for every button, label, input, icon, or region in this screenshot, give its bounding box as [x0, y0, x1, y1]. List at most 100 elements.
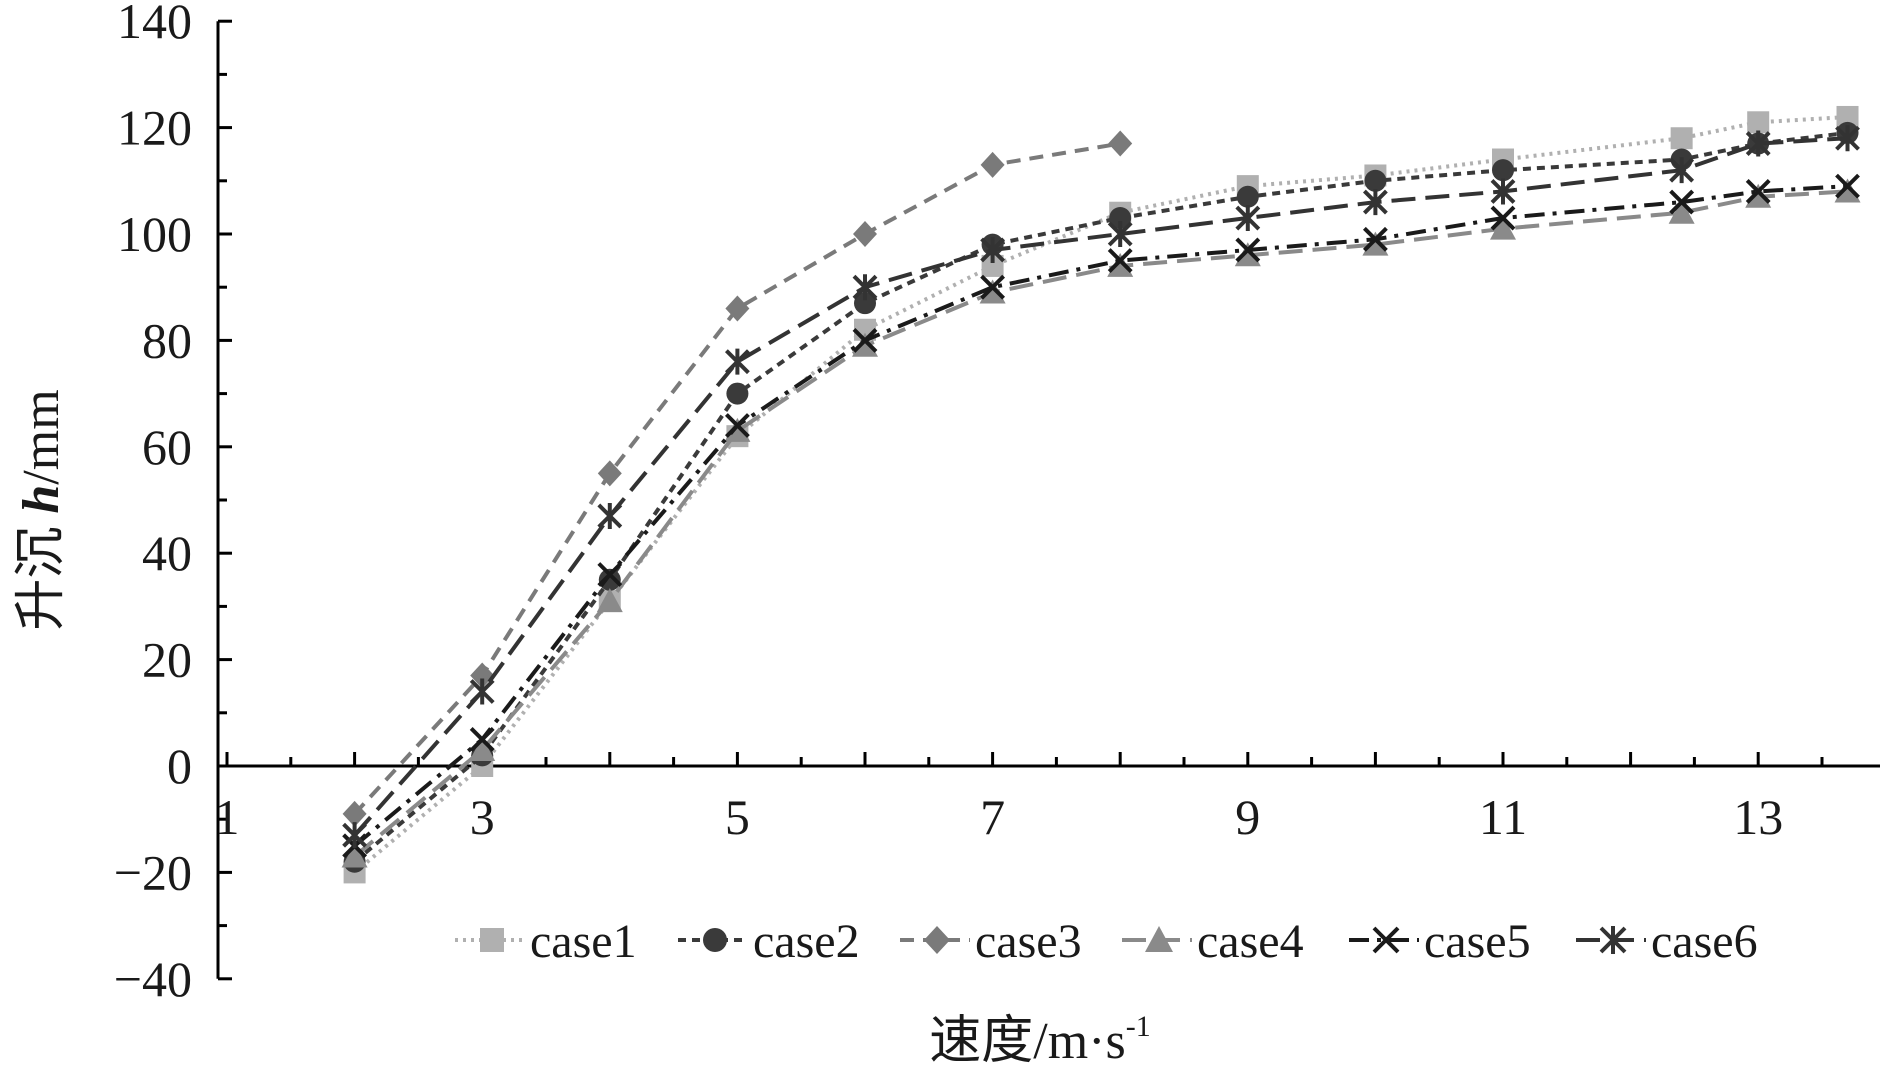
x-tick-label: 13 [1733, 789, 1783, 845]
case6-point [724, 348, 750, 375]
legend-item-case3: case3 [900, 915, 1082, 968]
series-case3 [342, 130, 1133, 827]
x-tick-label: 7 [980, 789, 1005, 845]
case4-point [724, 417, 751, 442]
case1-point [1747, 111, 1770, 134]
case3-point [1108, 130, 1133, 157]
case3-point [725, 295, 750, 322]
case4-point [1234, 242, 1261, 267]
legend: case1 case2 case3 case4 case5 case6 [455, 915, 1758, 968]
y-tick-label: 120 [117, 100, 192, 156]
case4-point [341, 843, 368, 868]
case3-point [853, 221, 877, 247]
case3-point [597, 460, 622, 487]
case3-point [342, 800, 367, 827]
case6-point [1745, 130, 1771, 157]
legend-item-case2: case2 [678, 915, 860, 968]
case4-point [979, 279, 1006, 304]
legend-swatch-marker [480, 928, 504, 952]
y-axis-label-var: h [13, 485, 70, 514]
case1-line [353, 115, 1848, 874]
case1-point [1670, 127, 1693, 150]
case5-point [1835, 173, 1860, 199]
case6-point [342, 822, 368, 849]
case5-point [469, 726, 495, 752]
x-tick-label: 5 [725, 789, 750, 845]
case6-line [353, 136, 1848, 837]
case6-point [1669, 157, 1695, 184]
case6-point [852, 274, 878, 301]
case2-point [726, 382, 749, 405]
case5-point [852, 327, 878, 353]
y-axis-label: 升沉 h/mm [13, 389, 70, 630]
legend-label: case3 [975, 915, 1082, 968]
series-case4 [341, 178, 1861, 868]
case6-point [1835, 125, 1860, 152]
case4-point [596, 588, 623, 613]
case2-point [1236, 185, 1259, 208]
case2-point [1492, 159, 1514, 182]
legend-item-case1: case1 [455, 915, 637, 968]
case5-point [1107, 248, 1133, 274]
case3-point [470, 662, 495, 689]
case3-point [980, 151, 1005, 178]
x-tick-label: 11 [1479, 789, 1527, 845]
case1-point [1836, 105, 1859, 128]
legend-label: case5 [1424, 915, 1531, 968]
legend-label: case2 [753, 915, 860, 968]
case5-line [353, 184, 1848, 848]
case5-point [980, 274, 1006, 300]
case4-point [469, 737, 496, 762]
series-layer [341, 105, 1861, 884]
case6-point [1235, 205, 1261, 232]
legend-label: case1 [530, 915, 637, 968]
x-tick-label: 1 [215, 789, 240, 845]
x-axis-label-sup: -1 [1126, 1010, 1151, 1043]
legend-swatch-marker [1145, 926, 1173, 952]
y-tick-label: 100 [117, 206, 192, 262]
y-axis-label-suffix: /mm [13, 389, 70, 484]
y-tick-label: −40 [114, 951, 192, 1007]
x-tick-label: 3 [470, 789, 495, 845]
legend-swatch-marker [703, 928, 727, 952]
legend-label: case4 [1197, 915, 1304, 968]
case6-point [980, 236, 1006, 263]
x-tick-label: 9 [1235, 789, 1260, 845]
case4-point [1745, 183, 1772, 208]
case5-point [1490, 205, 1516, 231]
case4-point [1668, 199, 1695, 224]
x-axis-label-text: 速度/m·s [929, 1013, 1125, 1065]
case1-point [981, 254, 1004, 277]
case6-point [1107, 221, 1133, 247]
y-tick-label: −20 [114, 844, 192, 900]
legend-item-case6: case6 [1576, 915, 1758, 968]
y-tick-label: 140 [117, 0, 192, 49]
case5-point [1669, 189, 1695, 215]
x-axis-label: 速度/m·s-1 [929, 1010, 1150, 1065]
case3-line [353, 141, 1121, 816]
legend-swatch-marker [924, 926, 950, 954]
case4-point [1107, 252, 1134, 277]
case2-point [598, 568, 621, 591]
case2-point [1364, 169, 1387, 192]
y-tick-label: 80 [142, 312, 192, 368]
legend-item-case4: case4 [1122, 915, 1304, 968]
legend-item-case5: case5 [1349, 915, 1531, 968]
y-axis-label-prefix: 升沉 [13, 514, 70, 631]
case5-point [1362, 226, 1388, 252]
case4-line [353, 189, 1848, 858]
y-tick-label: 0 [167, 738, 192, 794]
legend-label: case6 [1651, 915, 1758, 968]
legend-swatch-marker [1372, 926, 1400, 954]
case2-point [1109, 207, 1132, 230]
case2-line [353, 130, 1848, 864]
case5-point [724, 413, 750, 438]
case5-point [597, 562, 623, 587]
case6-point [1362, 189, 1388, 216]
case4-point [1490, 215, 1516, 240]
case5-point [1235, 237, 1261, 263]
y-tick-label: 40 [142, 525, 192, 581]
case6-point [597, 502, 623, 529]
